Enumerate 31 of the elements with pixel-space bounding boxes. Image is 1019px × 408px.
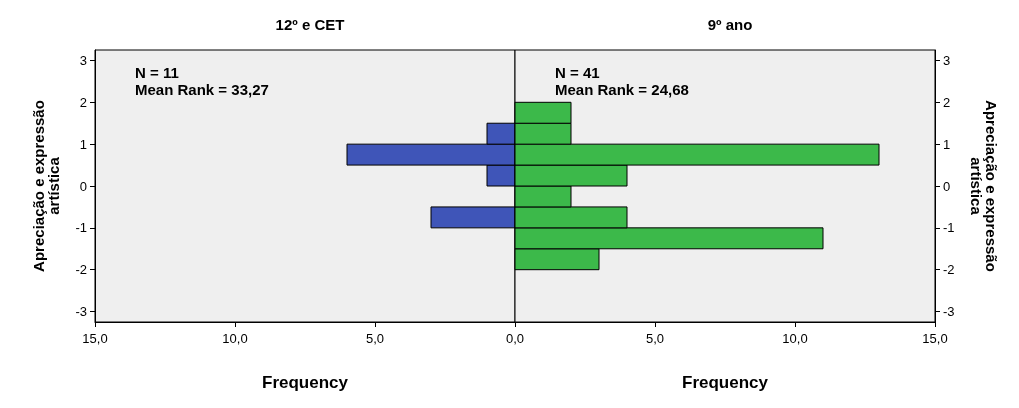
x-tick-label: 15,0 — [922, 331, 948, 346]
y-tick-label: -3 — [943, 304, 955, 320]
y-tick-label: 1 — [943, 136, 951, 152]
y-axis-title: Apreciação e expressão artística — [30, 100, 62, 272]
y-tick-label: 0 — [943, 178, 951, 194]
chart-title: 12º e CET — [275, 16, 345, 33]
y-axis-title: Apreciação e expressão artística — [968, 100, 1000, 272]
y-tick-label: -2 — [943, 262, 955, 278]
x-axis-title: Frequency — [262, 373, 349, 392]
y-tick-label: 2 — [943, 94, 951, 110]
x-tick-label: 0,0 — [505, 331, 525, 346]
y-tick-label: 3 — [79, 52, 87, 68]
annotation: N = 41 — [555, 64, 600, 81]
x-axis-title: Frequency — [682, 373, 769, 392]
x-tick-label: 10,0 — [782, 331, 808, 346]
y-tick-label: -2 — [75, 262, 87, 278]
x-tick-label: 5,0 — [645, 331, 665, 346]
x-tick-label: 5,0 — [365, 331, 385, 346]
y-tick-label: -1 — [943, 220, 955, 236]
annotation: Mean Rank = 24,68 — [555, 81, 689, 98]
y-tick-label: 1 — [79, 136, 87, 152]
y-tick-label: 3 — [943, 52, 951, 68]
annotation: N = 11 — [135, 64, 179, 81]
x-tick-label: 15,0 — [82, 331, 108, 346]
y-tick-label: 0 — [79, 178, 87, 194]
y-tick-label: -3 — [75, 304, 87, 320]
y-tick-label: -1 — [75, 220, 87, 236]
annotation: Mean Rank = 33,27 — [135, 81, 269, 98]
x-tick-label: 10,0 — [222, 331, 248, 346]
y-tick-label: 2 — [79, 94, 87, 110]
chart-title: 9º ano — [707, 16, 753, 33]
